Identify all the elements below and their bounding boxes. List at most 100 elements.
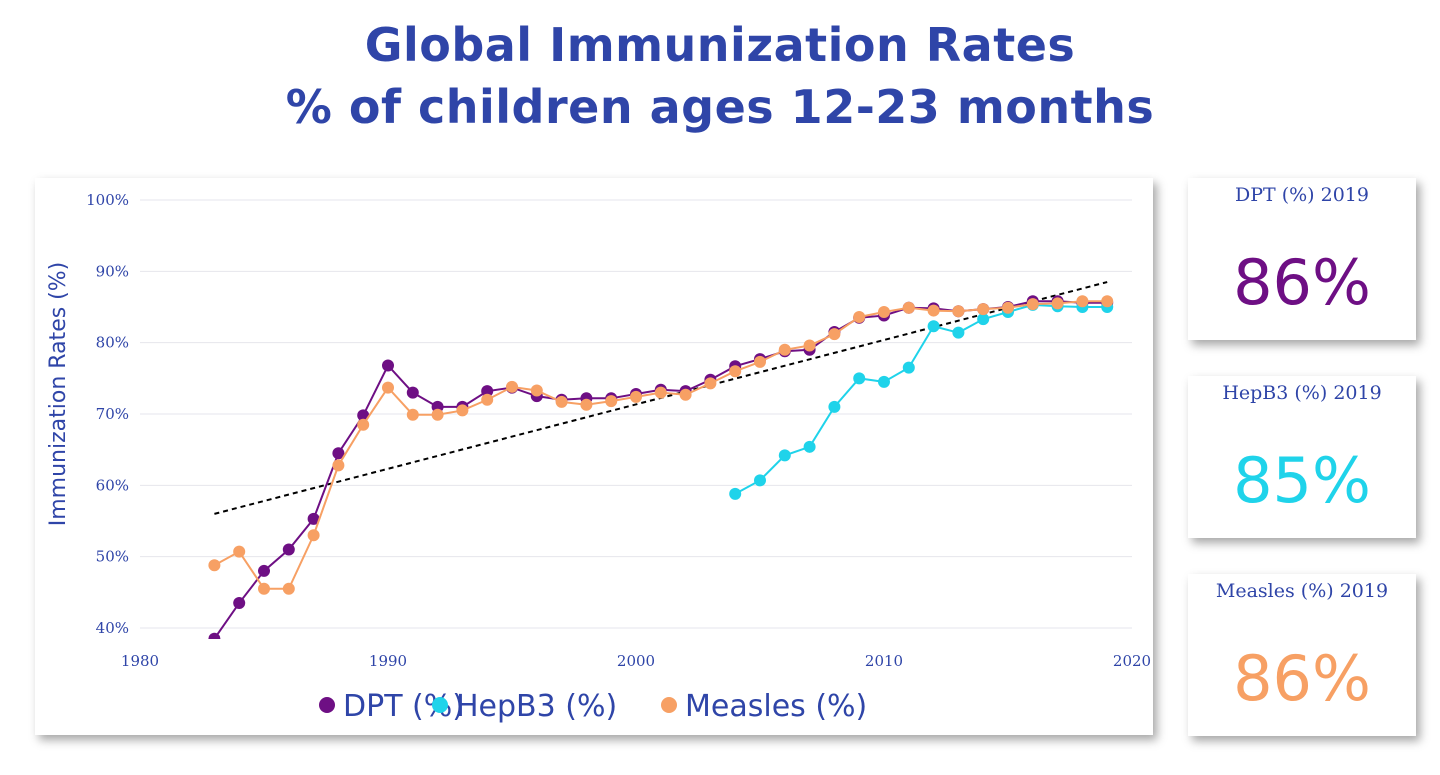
y-tick-label-40: 40% — [96, 619, 129, 637]
y-tick-label-80: 80% — [96, 334, 129, 352]
y-tick-label-50: 50% — [96, 548, 129, 566]
data-point-2-1996 — [530, 384, 543, 397]
data-point-2-2005 — [754, 355, 766, 368]
data-point-1-2013 — [952, 326, 965, 339]
data-point-2-1998 — [580, 398, 593, 411]
kpi-label-hepb3: HepB3 (%) 2019 — [1222, 382, 1382, 404]
y-tick-label-60: 60% — [96, 476, 129, 494]
data-point-1-2012 — [927, 320, 940, 333]
data-point-1-2009 — [853, 372, 866, 385]
data-point-2-2000 — [630, 390, 642, 403]
data-point-2-2003 — [704, 377, 717, 390]
kpi-card-dpt: DPT (%) 2019 86% — [1188, 178, 1416, 340]
data-point-0-1988 — [332, 447, 345, 460]
data-point-2-2011 — [902, 301, 915, 314]
y-axis-title: Immunization Rates (%) — [46, 262, 71, 526]
data-point-1-2010 — [878, 375, 890, 388]
kpi-value-hepb3: 85% — [1233, 444, 1371, 517]
x-tick-labels: 1980 1990 2000 2010 2020 — [121, 652, 1151, 670]
data-point-2-2006 — [778, 343, 791, 356]
data-point-2-2015 — [1002, 301, 1014, 314]
data-point-1-2014 — [977, 313, 990, 326]
data-point-0-1987 — [307, 512, 320, 525]
series-line-2 — [213, 300, 1108, 590]
chart-title: Global Immunization Rates % of children … — [0, 14, 1440, 138]
data-point-1-2011 — [902, 361, 915, 374]
series-group — [208, 295, 1114, 639]
data-point-2-1999 — [605, 395, 618, 408]
y-tick-label-100: 100% — [86, 191, 129, 209]
data-point-2-1984 — [233, 545, 246, 558]
kpi-value-dpt: 86% — [1233, 246, 1371, 319]
x-tick-label-2020: 2020 — [1113, 652, 1151, 670]
data-point-1-2008 — [828, 400, 841, 413]
legend-label-2: Measles (%) — [685, 689, 867, 724]
data-point-2-1985 — [258, 582, 270, 595]
data-point-2-2017 — [1051, 297, 1064, 310]
data-point-2-1990 — [382, 381, 394, 394]
data-point-0-1990 — [382, 359, 394, 372]
kpi-label-dpt: DPT (%) 2019 — [1234, 184, 1369, 206]
legend-marker-0 — [319, 697, 335, 713]
data-point-2-1986 — [282, 582, 295, 595]
y-tick-label-90: 90% — [96, 262, 129, 280]
data-point-2-1997 — [555, 395, 568, 408]
data-point-2-2009 — [853, 310, 866, 323]
chart-card: 40% 50% 60% 70% 80% 90% 100% 1980 1990 2000 2010 2… — [35, 178, 1153, 735]
data-point-2-1987 — [307, 529, 320, 542]
legend-label-1: HepB3 (%) — [456, 689, 617, 724]
legend: DPT (%)HepB3 (%) Measles (%) — [319, 689, 867, 724]
series-1 — [729, 298, 1114, 500]
x-tick-label-2010: 2010 — [865, 652, 903, 670]
x-tick-label-1990: 1990 — [369, 652, 407, 670]
kpi-card-measles: Measles (%) 2019 86% — [1188, 574, 1416, 736]
data-point-1-2007 — [803, 440, 816, 453]
kpi-label-measles: Measles (%) 2019 — [1215, 580, 1389, 602]
data-point-2-2012 — [927, 304, 940, 317]
x-tick-label-2000: 2000 — [617, 652, 655, 670]
y-tick-labels: 40% 50% 60% 70% 80% 90% 100% — [86, 191, 129, 637]
title-line-2: % of children ages 12-23 months — [285, 80, 1155, 134]
data-point-2-2013 — [952, 305, 965, 318]
data-point-2-1989 — [357, 418, 370, 431]
data-point-2-2014 — [977, 303, 990, 316]
data-point-1-2004 — [729, 487, 742, 500]
data-point-2-2002 — [679, 388, 692, 401]
legend-marker-2 — [661, 697, 677, 713]
title-line-1: Global Immunization Rates — [364, 18, 1076, 72]
legend-marker-1 — [432, 697, 448, 713]
data-point-2-2018 — [1076, 295, 1089, 308]
data-point-2-2008 — [828, 328, 841, 341]
data-point-2-1993 — [456, 404, 469, 417]
data-point-2-1991 — [406, 408, 419, 421]
data-point-2-2019 — [1101, 295, 1114, 308]
data-point-2-1994 — [481, 393, 494, 406]
series-line-0 — [213, 300, 1108, 639]
data-point-0-1983 — [208, 632, 221, 639]
x-tick-label-1980: 1980 — [121, 652, 159, 670]
data-point-0-1986 — [282, 543, 295, 556]
data-point-0-1991 — [406, 386, 419, 399]
series-0 — [208, 295, 1114, 639]
data-point-2-2004 — [729, 365, 742, 378]
series-line-1 — [734, 303, 1108, 495]
series-2 — [208, 295, 1114, 595]
y-tick-label-70: 70% — [96, 405, 129, 423]
data-point-2-1992 — [431, 408, 444, 421]
data-point-2-2010 — [878, 305, 890, 318]
data-point-0-1984 — [233, 597, 246, 610]
data-point-0-1994 — [481, 385, 494, 398]
kpi-card-hepb3: HepB3 (%) 2019 85% — [1188, 376, 1416, 538]
data-point-2-2016 — [1026, 298, 1039, 311]
data-point-2-1995 — [506, 380, 518, 393]
data-point-2-1983 — [208, 559, 221, 572]
grid-lines — [140, 199, 1132, 629]
data-point-1-2005 — [754, 474, 766, 487]
line-chart: 40% 50% 60% 70% 80% 90% 100% 1980 1990 2000 2010 2… — [46, 191, 1151, 724]
data-point-2-2007 — [803, 339, 816, 352]
data-point-2-1988 — [332, 459, 345, 472]
kpi-value-measles: 86% — [1233, 642, 1371, 715]
data-point-1-2006 — [778, 449, 791, 462]
data-point-2-2001 — [654, 386, 667, 399]
data-point-0-1985 — [258, 564, 270, 577]
